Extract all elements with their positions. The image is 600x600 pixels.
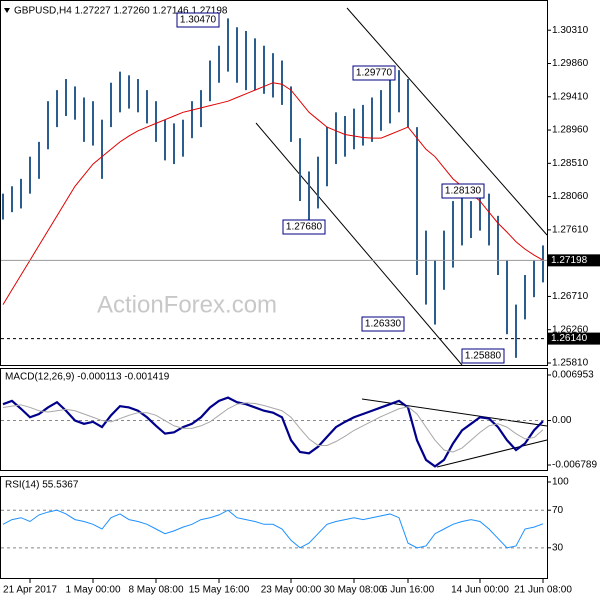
x-tick-label: 21 Apr 2017	[3, 585, 57, 596]
price-tag-label: 1.27198	[551, 255, 588, 266]
annotation-box	[441, 183, 485, 199]
annotation-label: 1.26330	[365, 319, 402, 330]
y-tick-label: 70	[552, 505, 564, 516]
annotation-label: 1.29770	[356, 68, 393, 79]
y-tick-label: 1.28510	[552, 158, 589, 169]
x-tick-label: 30 May 08:00	[324, 585, 385, 596]
x-tick-label: 8 May 08:00	[128, 585, 183, 596]
annotation-label: 1.27680	[286, 222, 323, 233]
chart-title: GBPUSD,H4 1.27227 1.27260 1.27146 1.2719…	[14, 6, 228, 17]
annotation-label: 1.28130	[445, 186, 482, 197]
y-tick-label: 0.00	[552, 415, 572, 426]
watermark: ActionForex.com	[97, 291, 277, 318]
y-tick-label: 1.26260	[552, 324, 589, 335]
y-tick-label: 30	[552, 542, 564, 553]
y-tick-label: 100	[552, 477, 569, 488]
x-tick-label: 1 May 00:00	[65, 585, 120, 596]
x-tick-label: 15 May 16:00	[189, 585, 250, 596]
indicator-line	[2, 402, 544, 453]
moving-average	[2, 82, 544, 305]
y-tick-label: 1.28060	[552, 191, 589, 202]
price-panel	[0, 0, 548, 366]
y-tick-label: 1.26710	[552, 291, 589, 302]
x-tick-label: 23 May 00:00	[261, 585, 322, 596]
price-tag	[548, 254, 600, 267]
price-tag	[548, 332, 600, 345]
y-tick-label: 1.29860	[552, 58, 589, 69]
annotation-label: 1.25880	[465, 351, 502, 362]
y-tick-label: 1.30310	[552, 25, 589, 36]
title-arrow	[4, 8, 10, 13]
indicator-line	[2, 509, 544, 549]
rsi-panel	[0, 476, 548, 579]
y-tick-label: 1.28960	[552, 125, 589, 136]
trend-line	[436, 439, 548, 468]
annotation-box	[352, 65, 396, 81]
x-tick-label: 6 Jun 16:00	[382, 585, 435, 596]
y-tick-label: 1.29410	[552, 91, 589, 102]
macd-panel	[0, 368, 548, 471]
annotation-box	[361, 316, 405, 332]
rsi-title: RSI(14) 55.5367	[5, 480, 79, 491]
annotation-box	[176, 12, 220, 28]
y-tick-label: 0.006953	[552, 370, 594, 381]
indicator-line	[2, 396, 544, 468]
macd-title: MACD(12,26,9) -0.000113 -0.001419	[5, 372, 170, 383]
y-tick-label: 1.27610	[552, 225, 589, 236]
y-tick-label: -0.006789	[552, 460, 597, 471]
y-tick-label: 1.25810	[552, 358, 589, 369]
annotation-label: 1.30470	[180, 15, 217, 26]
price-tag-label: 1.26140	[551, 333, 588, 344]
trend-line	[346, 7, 548, 236]
annotation-box	[282, 219, 326, 235]
trend-line	[255, 122, 463, 366]
annotation-box	[461, 348, 505, 364]
x-tick-label: 21 Jun 08:00	[514, 585, 572, 596]
x-tick-label: 14 Jun 00:00	[451, 585, 509, 596]
